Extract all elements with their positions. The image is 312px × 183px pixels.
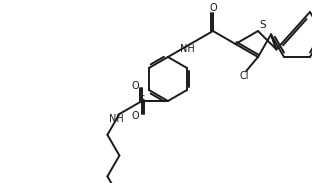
Text: S: S [139,95,145,105]
Text: O: O [209,3,217,13]
Text: S: S [260,20,266,30]
Text: O: O [131,81,139,91]
Text: O: O [131,111,139,121]
Text: NH: NH [109,114,124,124]
Text: NH: NH [180,44,195,54]
Text: Cl: Cl [240,71,249,81]
